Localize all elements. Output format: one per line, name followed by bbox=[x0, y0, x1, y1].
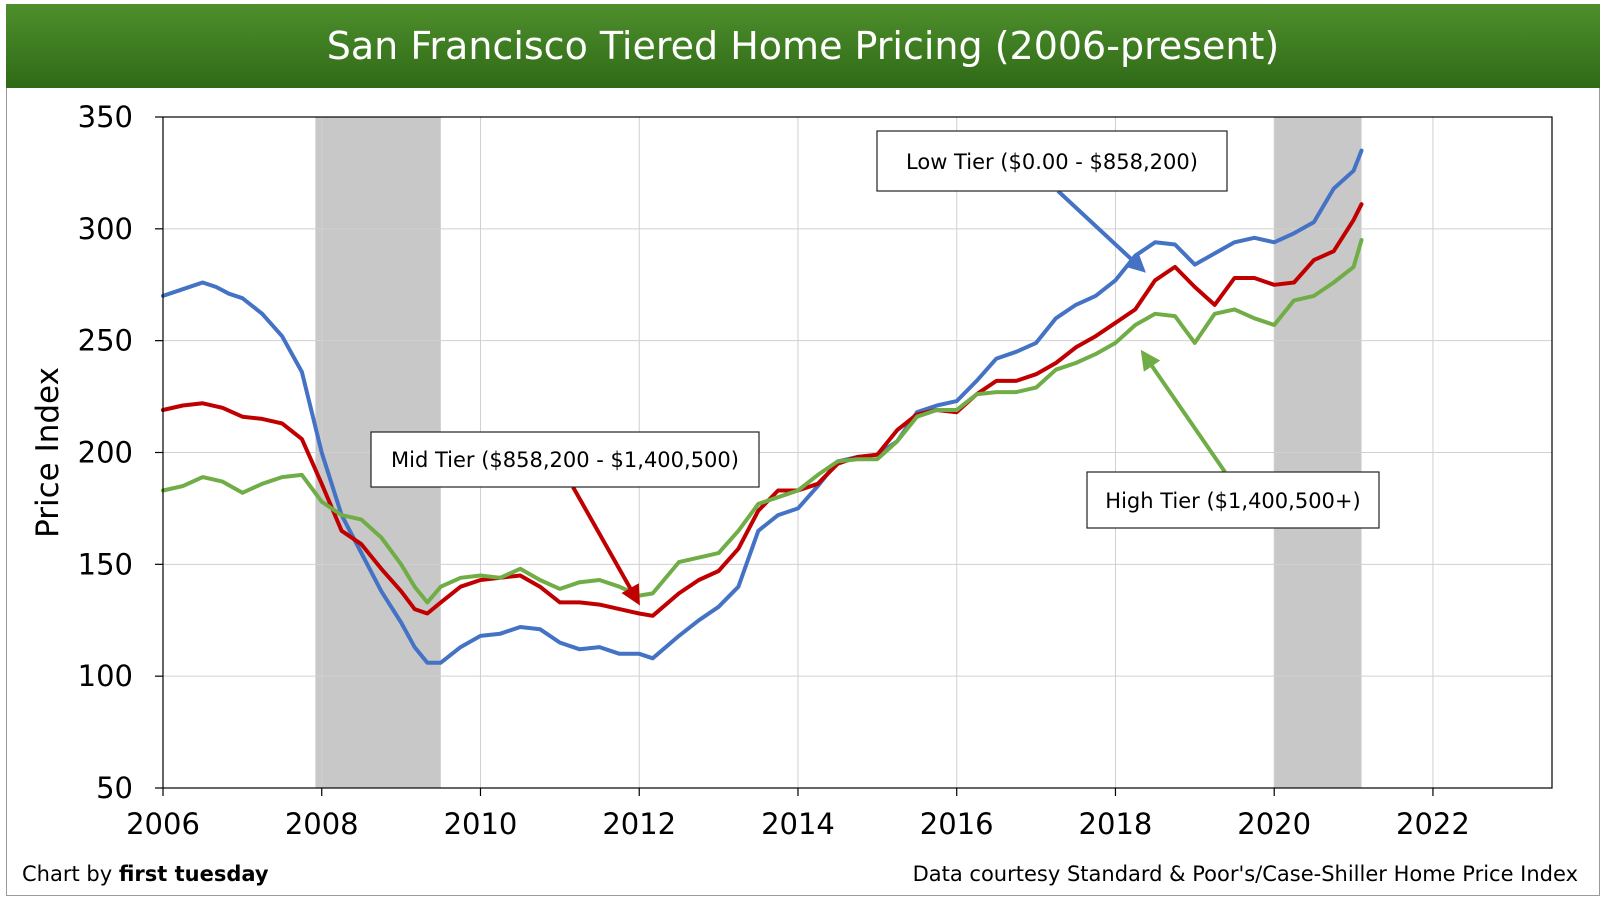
y-tick-label: 150 bbox=[78, 547, 133, 581]
x-tick-label: 2012 bbox=[602, 807, 676, 841]
title-bar: San Francisco Tiered Home Pricing (2006-… bbox=[6, 4, 1600, 88]
mid-tier-arrow bbox=[571, 486, 640, 606]
mid-tier-callout-box bbox=[370, 431, 760, 488]
low-tier-callout-box bbox=[876, 130, 1228, 192]
x-tick-label: 2006 bbox=[126, 807, 200, 841]
high-tier-callout-label: High Tier ($1,400,500+) bbox=[1105, 489, 1360, 513]
high-tier-line bbox=[161, 238, 1364, 605]
high-tier-callout-box bbox=[1086, 471, 1380, 529]
y-tick-label: 250 bbox=[78, 324, 133, 358]
low-tier-line bbox=[161, 148, 1364, 665]
y-axis-label: Price Index bbox=[30, 367, 66, 538]
x-tick-label: 2010 bbox=[444, 807, 518, 841]
y-tick-label: 300 bbox=[78, 212, 133, 246]
low-tier-arrow bbox=[1056, 189, 1146, 273]
y-tick-label: 100 bbox=[78, 659, 133, 693]
x-tick-label: 2018 bbox=[1079, 807, 1153, 841]
x-tick-label: 2016 bbox=[920, 807, 994, 841]
data-source: Data courtesy Standard & Poor's/Case-Shi… bbox=[912, 862, 1578, 886]
credit-prefix: Chart by bbox=[22, 862, 119, 886]
chart-credit: Chart by first tuesday bbox=[22, 862, 269, 886]
x-tick-label: 2022 bbox=[1396, 807, 1470, 841]
credit-brand: first tuesday bbox=[118, 862, 269, 886]
x-tick-label: 2008 bbox=[285, 807, 359, 841]
y-tick-label: 350 bbox=[78, 100, 133, 134]
y-tick-label: 200 bbox=[78, 436, 133, 470]
x-tick-label: 2020 bbox=[1237, 807, 1311, 841]
chart-title: San Francisco Tiered Home Pricing (2006-… bbox=[326, 24, 1280, 68]
high-tier-arrow bbox=[1140, 349, 1227, 474]
mid-tier-line bbox=[161, 202, 1364, 618]
low-tier-callout-label: Low Tier ($0.00 - $858,200) bbox=[906, 150, 1198, 174]
y-tick-label: 50 bbox=[96, 771, 133, 805]
mid-tier-callout-label: Mid Tier ($858,200 - $1,400,500) bbox=[391, 448, 739, 472]
x-tick-label: 2014 bbox=[761, 807, 835, 841]
